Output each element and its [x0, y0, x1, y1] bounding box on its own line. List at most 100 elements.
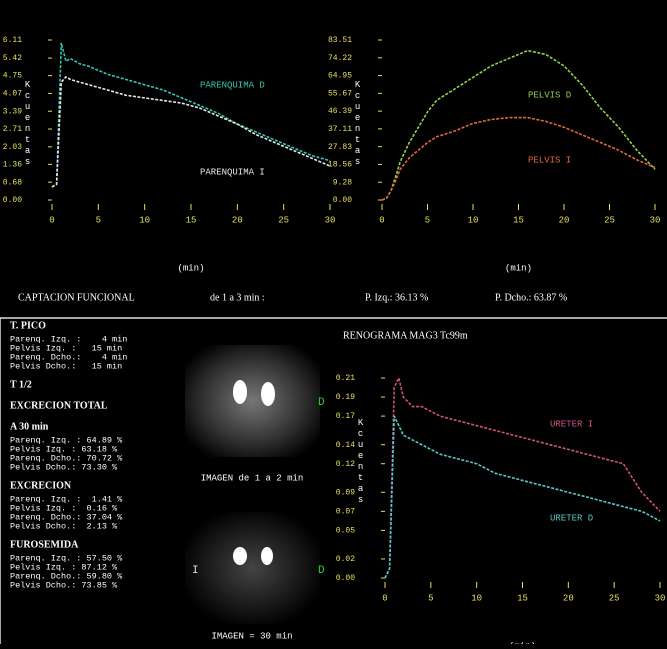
image-caption: IMAGEN = 30 min — [211, 631, 292, 641]
series-line — [51, 75, 331, 188]
scan-image — [185, 345, 320, 457]
series-label: URETER I — [550, 419, 593, 429]
uptake-right: P. Dcho.: 63.87 % — [495, 292, 567, 303]
x-tick-label: 0 — [379, 215, 384, 225]
section-title: EXCRECION — [10, 480, 72, 491]
section-title: T 1/2 — [10, 379, 32, 390]
uptake-title: CAPTACION FUNCIONAL — [18, 292, 135, 303]
series-line — [51, 42, 331, 188]
x-tick-label: 0 — [49, 215, 54, 225]
x-tick-label: 30 — [655, 593, 666, 603]
stat-line: Parenq. Izq. : 1.41 % — [10, 494, 123, 504]
y-tick-label: 83.51 — [328, 36, 352, 45]
y-tick-label: 0.21 — [336, 374, 355, 383]
x-tick-label: 20 — [232, 215, 243, 225]
series-label: PELVIS I — [528, 155, 571, 165]
x-tick-label: 10 — [139, 215, 150, 225]
x-tick-label: 0 — [382, 593, 387, 603]
side-label: D — [318, 565, 325, 577]
series-label: PARENQUIMA I — [200, 167, 265, 177]
uptake-left: P. Izq.: 36.13 % — [365, 292, 428, 303]
series-line — [381, 116, 656, 201]
x-tick-label: 30 — [325, 215, 336, 225]
y-tick-label: 46.39 — [328, 107, 352, 116]
side-label: I — [192, 565, 199, 577]
stat-line: Parenq. Dcho.: 70.72 % — [10, 453, 123, 463]
y-tick-label: 37.11 — [328, 125, 352, 134]
scan-image — [185, 512, 320, 624]
stat-line: Parenq. Dcho.: 4 min — [10, 352, 127, 362]
y-axis-label: Kcuentas — [353, 80, 363, 168]
y-tick-label: 3.39 — [3, 107, 22, 116]
section-title: A 30 min — [10, 421, 49, 432]
y-tick-label: 27.83 — [328, 143, 352, 152]
x-tick-label: 25 — [278, 215, 289, 225]
x-tick-label: 25 — [604, 215, 615, 225]
chart-title: RENOGRAMA MAG3 Tc99m — [343, 330, 468, 341]
stat-line: Parenq. Dcho.: 37.04 % — [10, 512, 123, 522]
y-tick-label: 55.67 — [328, 89, 352, 98]
stat-line: Pelvis Izq. : 87.12 % — [10, 562, 118, 572]
section-title: T. PICO — [10, 320, 46, 331]
stat-line: Parenq. Izq. : 57.50 % — [10, 553, 123, 563]
series-line — [384, 375, 661, 579]
section-title: EXCRECION TOTAL — [10, 400, 108, 411]
y-tick-label: 9.28 — [333, 178, 352, 187]
x-tick-label: 30 — [650, 215, 661, 225]
stat-line: Parenq. Dcho.: 59.80 % — [10, 571, 123, 581]
y-tick-label: 0.05 — [336, 526, 355, 535]
stat-line: Pelvis Dcho.: 73.85 % — [10, 580, 118, 590]
stat-line: Pelvis Izq. : 15 min — [10, 343, 122, 353]
series-label: URETER D — [550, 513, 593, 523]
x-tick-label: 10 — [471, 593, 482, 603]
y-tick-label: 0.02 — [336, 555, 355, 564]
y-tick-label: 1.36 — [3, 160, 22, 169]
x-tick-label: 20 — [563, 593, 574, 603]
y-axis-label: Kcuentas — [356, 418, 366, 506]
y-tick-label: 6.11 — [3, 36, 22, 45]
y-tick-label: 4.07 — [3, 90, 22, 99]
stat-line: Parenq. Izq. : 64.89 % — [10, 435, 123, 445]
y-tick-label: 64.95 — [328, 72, 352, 81]
y-tick-label: 0.00 — [3, 196, 22, 205]
series-label: PARENQUIMA D — [200, 80, 265, 90]
y-tick-label: 4.75 — [3, 72, 22, 81]
y-tick-label: 0.07 — [336, 507, 355, 516]
x-axis-label: (min) — [505, 263, 532, 273]
y-tick-label: 5.42 — [3, 54, 22, 63]
x-axis-label: (min) — [177, 263, 204, 273]
image-caption: IMAGEN de 1 a 2 min — [201, 473, 304, 483]
x-tick-label: 5 — [96, 215, 101, 225]
stat-line: Parenq. Izq. : 4 min — [10, 334, 127, 344]
series-line — [381, 49, 656, 201]
stat-line: Pelvis Izq. : 63.18 % — [10, 444, 118, 454]
side-label: D — [318, 397, 325, 409]
stat-line: Pelvis Dcho.: 73.30 % — [10, 462, 118, 472]
section-title: FUROSEMIDA — [10, 539, 79, 550]
x-tick-label: 5 — [425, 215, 430, 225]
series-label: PELVIS D — [528, 90, 571, 100]
x-tick-label: 15 — [517, 593, 528, 603]
y-tick-label: 18.56 — [328, 161, 352, 170]
stat-line: Pelvis Izq. : 0.16 % — [10, 503, 118, 513]
series-line — [384, 415, 661, 579]
x-tick-label: 15 — [186, 215, 197, 225]
y-tick-label: 0.00 — [333, 196, 352, 205]
stat-line: Pelvis Dcho.: 2.13 % — [10, 521, 118, 531]
y-tick-label: 0.14 — [336, 441, 355, 450]
x-tick-label: 20 — [559, 215, 570, 225]
y-tick-label: 74.22 — [328, 54, 352, 63]
y-tick-label: 0.09 — [336, 488, 355, 497]
stat-line: Pelvis Dcho.: 15 min — [10, 361, 122, 371]
y-tick-label: 0.12 — [336, 460, 355, 469]
x-tick-label: 15 — [513, 215, 524, 225]
y-tick-label: 2.71 — [3, 125, 22, 134]
y-tick-label: 0.68 — [3, 178, 22, 187]
y-tick-label: 0.17 — [336, 412, 355, 421]
x-tick-label: 5 — [428, 593, 433, 603]
uptake-range: de 1 a 3 min : — [210, 292, 265, 303]
y-tick-label: 0.19 — [336, 393, 355, 402]
